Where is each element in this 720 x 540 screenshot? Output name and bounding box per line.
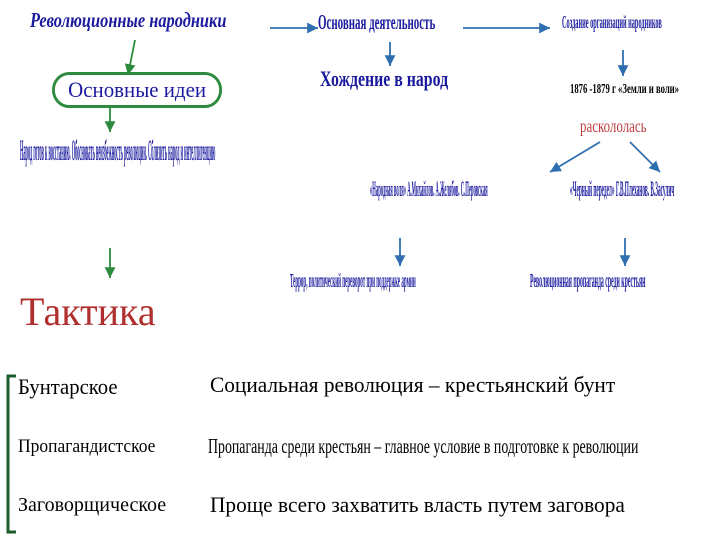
- prop-rev-text: Революционная пропаганда среди крестьян: [530, 270, 720, 293]
- ideology-text: Народ готов к восстанию. Обосновать неиз…: [20, 134, 720, 168]
- creation-org: Создание организаций народников: [562, 12, 720, 33]
- taktika-title: Тактика: [20, 288, 156, 335]
- propagandist-label: Пропагандистское: [18, 436, 167, 458]
- buntarskoe-desc: Социальная революция – крестьянский бунт: [210, 372, 628, 398]
- main-activity: Основная деятельность: [318, 10, 543, 35]
- buntarskoe-label: Бунтарское: [18, 374, 124, 400]
- zagovor-label: Заговорщическое: [18, 494, 166, 517]
- zemlya-volya: 1876 -1879 г «Земли и воли»: [570, 80, 720, 98]
- cherny-peredel: «Черный передел» Г.В.Плеханов. В.Засулич: [570, 176, 720, 202]
- raskol-text: раскололась: [580, 116, 673, 137]
- zagovor-desc: Проще всего захватить власть путем загов…: [210, 492, 638, 518]
- title-revolutsionnye: Революционные народники: [30, 8, 282, 33]
- khozhdenie: Хождение в народ: [320, 66, 498, 92]
- main-ideas-box: Основные идеи: [52, 72, 231, 108]
- propagandist-desc: Пропаганда среди крестьян – главное усло…: [208, 434, 720, 459]
